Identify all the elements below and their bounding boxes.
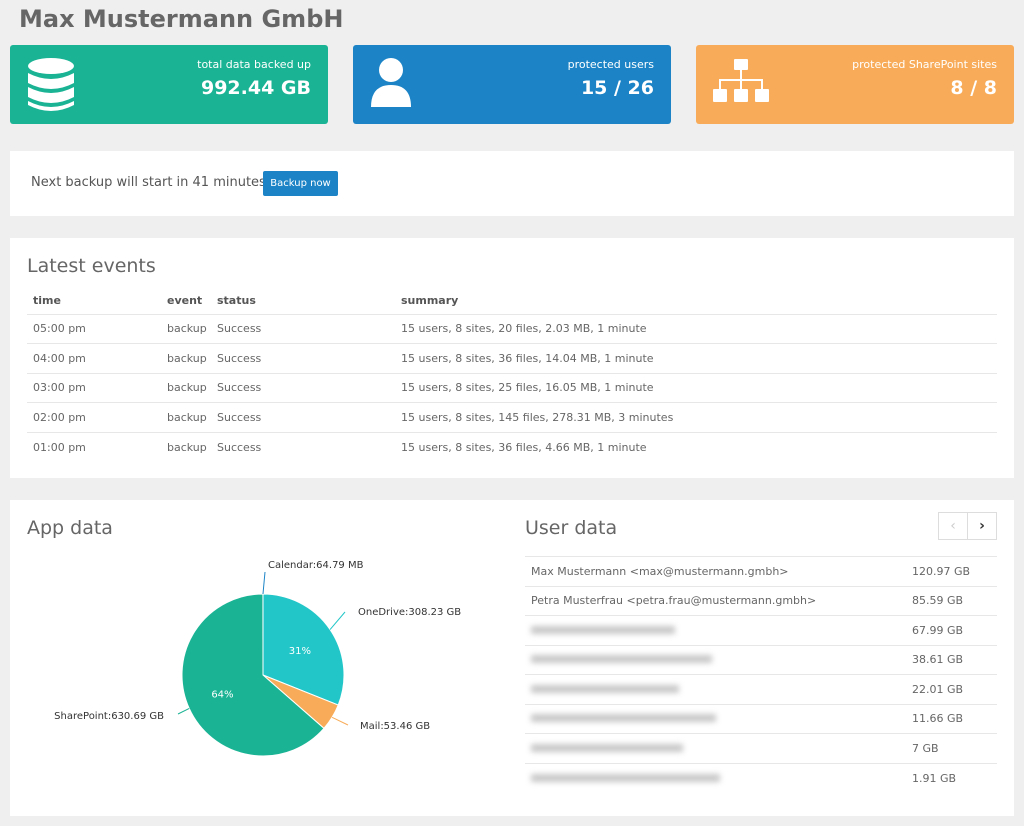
pie-leader-line — [262, 571, 266, 595]
pie-slice-onedrive[interactable] — [262, 593, 345, 706]
user-name: Petra Musterfrau <petra.frau@mustermann.… — [525, 585, 902, 616]
user-data-table: Max Mustermann <max@mustermann.gmbh> 120.… — [525, 556, 997, 793]
user-data-title: User data — [525, 517, 618, 539]
table-row: Max Mustermann <max@mustermann.gmbh> 120.… — [525, 556, 997, 586]
stat-card-protected-users: protected users 15 / 26 — [353, 45, 671, 124]
next-backup-text: Next backup will start in 41 minutes. — [31, 175, 270, 190]
sitemap-icon — [712, 57, 770, 111]
user-data-size: 67.99 GB — [902, 615, 997, 645]
event-type: backup — [161, 314, 211, 344]
stat-label: protected SharePoint sites — [852, 58, 997, 71]
user-name — [525, 703, 902, 734]
column-header-summary: summary — [395, 288, 997, 315]
pie-slice-label: SharePoint:630.69 GB — [54, 711, 164, 722]
table-row: 11.66 GB — [525, 703, 997, 734]
event-status: Success — [217, 440, 262, 454]
event-summary: 15 users, 8 sites, 20 files, 2.03 MB, 1 … — [395, 314, 997, 344]
pie-slice-label: Calendar:64.79 MB — [268, 560, 364, 571]
pie-leader-line — [177, 708, 190, 715]
stat-label: protected users — [567, 58, 654, 71]
events-table: time event status summary 05:00 pm backu… — [27, 288, 997, 462]
table-row: Petra Musterfrau <petra.frau@mustermann.… — [525, 585, 997, 616]
event-time: 03:00 pm — [27, 373, 161, 403]
event-time: 02:00 pm — [27, 402, 161, 433]
stat-card-sharepoint-sites: protected SharePoint sites 8 / 8 — [696, 45, 1014, 124]
user-name — [525, 615, 902, 645]
column-header-time: time — [27, 288, 161, 315]
pie-slice-label: OneDrive:308.23 GB — [358, 607, 461, 618]
database-icon — [26, 57, 76, 117]
page-title: Max Mustermann GmbH — [19, 5, 344, 33]
latest-events-title: Latest events — [27, 255, 156, 277]
column-header-event: event — [161, 288, 211, 315]
event-type: backup — [161, 402, 211, 433]
user-name — [525, 644, 902, 675]
event-summary: 15 users, 8 sites, 36 files, 14.04 MB, 1… — [395, 343, 997, 374]
app-data-pie-chart: 31% OneDrive:308.23 GB Mail:53.46 GB 64% Sha… — [54, 560, 461, 757]
column-header-status: status — [211, 288, 395, 315]
event-type: backup — [167, 440, 207, 454]
event-status: Success — [211, 314, 395, 344]
redacted-user-name — [531, 625, 675, 634]
table-row: 04:00 pm backup Success 15 users, 8 site… — [27, 343, 997, 374]
pie-leader-line — [329, 611, 346, 630]
pie-leader-line — [331, 716, 349, 726]
redacted-user-name — [531, 714, 716, 723]
user-data-size: 7 GB — [902, 733, 997, 763]
user-name — [525, 762, 902, 793]
table-row: 67.99 GB — [525, 615, 997, 645]
event-time: 04:00 pm — [27, 343, 161, 374]
pie-percent-label: 64% — [211, 689, 233, 700]
pie-slice-label: Mail:53.46 GB — [360, 721, 430, 732]
user-name — [525, 674, 902, 704]
table-row: 03:00 pm backup Success 15 users, 8 site… — [27, 373, 997, 403]
event-time: 01:00 pm — [33, 440, 86, 454]
data-panel: App data 31% OneDrive:308.23 GB Mail:53.46… — [10, 500, 1014, 816]
event-status: Success — [211, 373, 395, 403]
redacted-user-name — [531, 773, 720, 782]
event-status: Success — [211, 343, 395, 374]
event-type: backup — [161, 373, 211, 403]
event-summary: 15 users, 8 sites, 145 files, 278.31 MB,… — [395, 402, 997, 433]
user-data-size: 85.59 GB — [902, 585, 997, 616]
redacted-user-name — [531, 743, 683, 752]
user-data-size: 22.01 GB — [902, 674, 997, 704]
user-data-size: 38.61 GB — [902, 644, 997, 675]
redacted-user-name — [531, 655, 712, 664]
user-data-size: 11.66 GB — [902, 703, 997, 734]
app-data-title: App data — [27, 517, 113, 539]
table-row: 02:00 pm backup Success 15 users, 8 site… — [27, 402, 997, 433]
stat-value: 8 / 8 — [950, 77, 997, 99]
backup-now-button[interactable]: Backup now — [263, 171, 338, 196]
table-row: 05:00 pm backup Success 15 users, 8 site… — [27, 314, 997, 344]
stat-card-total-data: total data backed up 992.44 GB — [10, 45, 328, 124]
event-type: backup — [161, 343, 211, 374]
event-status: Success — [211, 402, 395, 433]
user-data-size: 1.91 GB — [902, 762, 997, 793]
redacted-user-name — [531, 684, 679, 693]
table-row: 01:00 pm backup Success 15 users, 8 site… — [27, 432, 997, 462]
chevron-right-icon[interactable]: › — [967, 512, 997, 540]
backup-panel: Next backup will start in 41 minutes. Ba… — [10, 151, 1014, 216]
event-summary: 15 users, 8 sites, 25 files, 16.05 MB, 1… — [395, 373, 997, 403]
table-row: 22.01 GB — [525, 674, 997, 704]
pie-percent-label: 31% — [289, 646, 311, 657]
stat-value: 15 / 26 — [580, 77, 654, 99]
user-name: Max Mustermann <max@mustermann.gmbh> — [525, 556, 902, 586]
latest-events-panel: Latest events time event status summary … — [10, 238, 1014, 478]
stat-value: 992.44 GB — [200, 77, 311, 99]
chevron-left-icon[interactable]: ‹ — [938, 512, 968, 540]
event-time: 05:00 pm — [27, 314, 161, 344]
table-row: 38.61 GB — [525, 644, 997, 675]
event-summary: 15 users, 8 sites, 36 files, 4.66 MB, 1 … — [401, 440, 647, 454]
user-icon — [369, 57, 413, 113]
user-data-size: 120.97 GB — [902, 556, 997, 586]
user-name — [525, 733, 902, 763]
table-row: 7 GB — [525, 733, 997, 763]
stat-label: total data backed up — [197, 58, 311, 71]
table-row: 1.91 GB — [525, 762, 997, 793]
